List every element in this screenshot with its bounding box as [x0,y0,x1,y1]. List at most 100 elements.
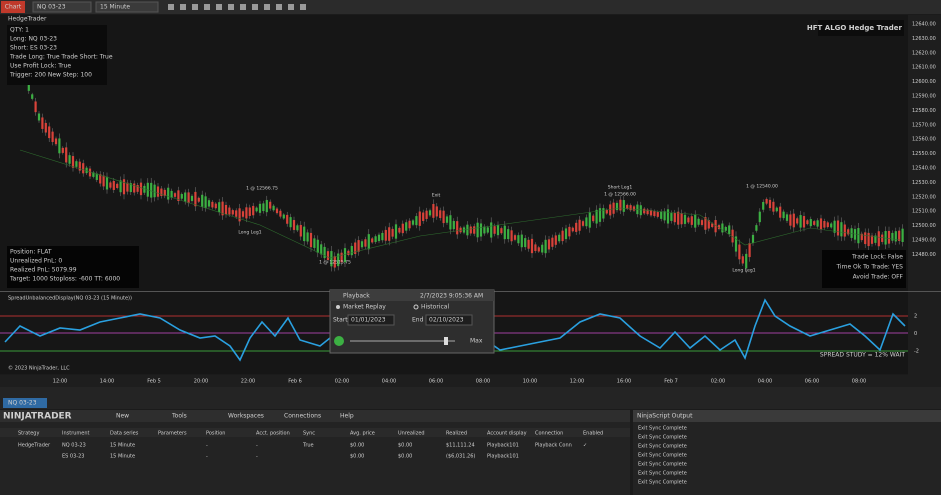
candle [398,227,401,233]
menu-item[interactable]: Help [340,413,354,420]
output-title: NinjaScript Output [637,413,693,420]
candle [639,205,642,216]
candle [384,229,387,241]
menu-item[interactable]: Tools [171,413,187,420]
candle [245,207,248,219]
trade-marker: Long Leg1 [732,268,755,274]
candle [847,229,850,235]
output-header [633,410,941,422]
price-label: 12570.00 [912,122,936,128]
candle [44,122,47,133]
table-cell: 15 Minute [110,443,135,449]
playback-dialog: Playback 2/7/2023 9:05:36 AM Market Repl… [329,289,495,354]
candle [728,225,731,235]
menu: New Tools Workspaces Connections Help [116,413,354,420]
candle [564,228,568,240]
status-line: Position: FLAT [10,249,52,256]
candle [34,101,37,113]
chart-tab[interactable] [1,1,25,13]
table-header [0,428,630,437]
menu-item[interactable]: Connections [284,413,321,420]
trade-marker: 1 @ 12566.75 [246,186,278,192]
tab-strip [0,387,941,409]
candle [870,235,874,244]
candle [78,161,81,171]
time-label: 12:00 [53,379,67,385]
candle [673,213,676,223]
menu-item[interactable]: New [116,413,129,420]
time-label: 08:00 [852,379,866,385]
candle [792,213,795,228]
candle [71,156,75,168]
candle [585,217,588,227]
candle [646,209,649,215]
interval-select[interactable] [95,1,159,13]
end-date: 02/10/2023 [429,317,464,324]
candle [340,252,343,263]
trade-marker: Exit [432,193,441,199]
end-field[interactable] [425,314,473,326]
time-label: 16:00 [617,379,631,385]
price-label: 12600.00 [912,79,936,85]
candle [99,174,102,184]
candle [95,173,98,180]
candle [350,245,353,256]
candle [51,131,54,142]
setting-line: Trigger: 200 New Step: 100 [9,72,92,79]
time-label: 14:00 [100,379,114,385]
candle [537,247,540,252]
candle [116,183,119,188]
candle [31,94,34,99]
replay-radio[interactable] [336,305,340,309]
candle [772,201,775,212]
candle [554,235,557,245]
candle [167,187,170,200]
trade-markers: 1 @ 12566.75 Long Leg1 1 @ 12515.75 Short L… [238,184,778,274]
playback-time: 2/7/2023 9:05:36 AM [420,293,483,300]
candle [785,214,789,221]
slider-thumb[interactable] [444,337,448,345]
table-cell: 15 Minute [110,454,135,460]
historical-radio[interactable] [413,304,419,310]
candle [663,211,666,221]
candle [37,113,41,121]
time-axis [0,375,941,387]
candle [282,214,285,219]
candle [265,199,268,213]
candle [677,211,680,225]
candle [136,185,139,192]
chart-instrument-tab[interactable] [3,398,47,408]
candle [269,201,272,209]
candle [391,228,394,237]
table-cell: Playback101 [487,443,519,449]
trend-line [19,149,901,259]
candle [473,226,476,234]
candle [177,190,180,201]
column-header: Data series [110,431,139,437]
candle [520,234,523,248]
candle [330,251,333,267]
candle [541,244,544,253]
candle [575,222,578,232]
output-line: Exit Sync Complete [638,480,687,486]
start-field[interactable] [347,314,395,326]
table-cell: ES 03-23 [62,454,84,460]
candle [830,223,833,228]
menu-item[interactable]: Workspaces [228,413,264,420]
trade-marker: Long Leg1 [238,230,261,236]
candle [214,203,217,209]
candle [119,180,122,193]
output-line: Exit Sync Complete [638,471,687,477]
candle [660,211,663,219]
instrument-select[interactable] [32,1,92,13]
time-label: 02:00 [711,379,725,385]
candle [207,200,211,207]
candle [568,226,571,237]
time-label: 04:00 [382,379,396,385]
table-cell: - [206,454,208,460]
price-label: 12480.00 [912,252,936,258]
play-button[interactable] [334,336,344,346]
candle [510,230,513,242]
status-line: Unrealized PnL: 0 [10,258,62,265]
candle [534,244,537,251]
